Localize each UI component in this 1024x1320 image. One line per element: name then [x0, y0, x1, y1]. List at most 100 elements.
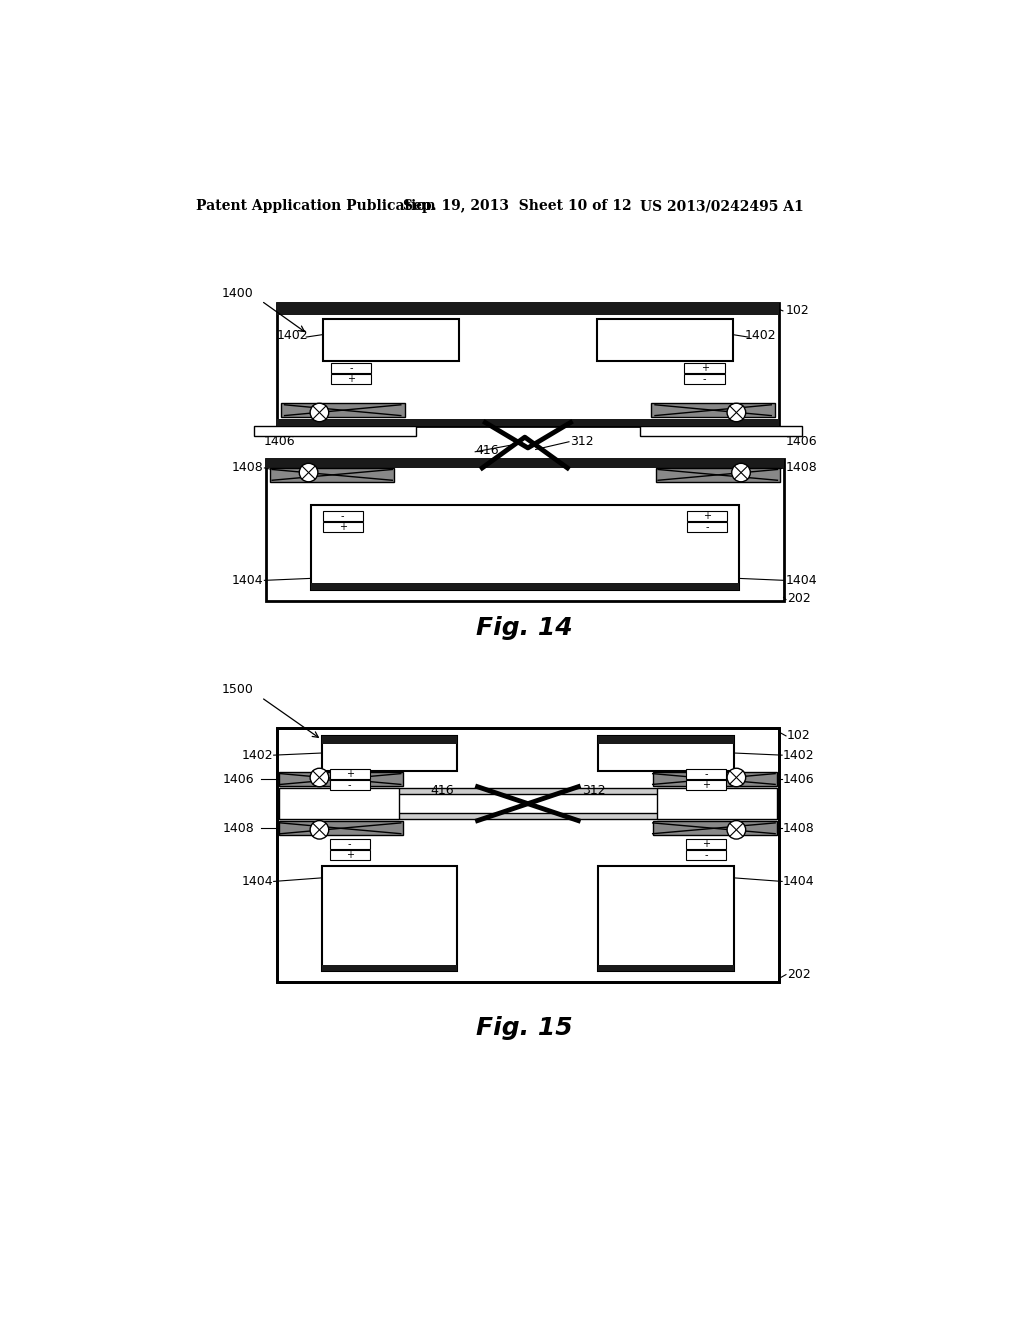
Text: 1500: 1500 — [221, 684, 254, 696]
Bar — [687, 521, 727, 532]
Text: 202: 202 — [786, 593, 811, 606]
Bar — [276, 729, 779, 982]
Text: 1408: 1408 — [785, 462, 817, 474]
Text: +: + — [347, 374, 355, 384]
Text: -: - — [348, 840, 351, 849]
Text: -: - — [349, 363, 353, 374]
Bar — [276, 304, 779, 426]
Text: 1406: 1406 — [785, 436, 817, 449]
Bar — [597, 318, 732, 360]
Bar — [598, 737, 734, 771]
Text: -: - — [702, 374, 707, 384]
Bar — [280, 813, 776, 818]
Circle shape — [299, 463, 317, 482]
Text: +: + — [702, 840, 711, 849]
Text: -: - — [341, 511, 344, 521]
Text: Patent Application Publication: Patent Application Publication — [197, 199, 436, 213]
Bar — [686, 840, 726, 849]
Bar — [330, 780, 370, 789]
Bar — [254, 426, 417, 436]
Bar — [686, 780, 726, 789]
Text: 1402: 1402 — [744, 329, 776, 342]
Circle shape — [727, 821, 745, 840]
Text: Fig. 15: Fig. 15 — [476, 1016, 573, 1040]
Bar — [311, 583, 738, 590]
Bar — [330, 840, 370, 849]
Text: 1406: 1406 — [783, 772, 814, 785]
Text: 1408: 1408 — [222, 822, 254, 834]
Bar — [322, 737, 458, 743]
Bar — [684, 363, 725, 374]
Text: Sep. 19, 2013  Sheet 10 of 12: Sep. 19, 2013 Sheet 10 of 12 — [403, 199, 632, 213]
Bar — [598, 737, 734, 743]
Text: 1404: 1404 — [242, 875, 273, 888]
Bar — [280, 772, 403, 785]
Bar — [323, 511, 362, 521]
Bar — [280, 788, 399, 818]
Text: 1404: 1404 — [783, 875, 814, 888]
Text: 1406: 1406 — [222, 772, 254, 785]
Bar — [281, 404, 404, 417]
Bar — [324, 318, 459, 360]
Bar — [322, 737, 458, 771]
Bar — [280, 788, 776, 795]
Text: +: + — [339, 521, 347, 532]
Bar — [598, 866, 734, 970]
Bar — [270, 469, 394, 482]
Text: 1402: 1402 — [242, 748, 273, 762]
Text: 1404: 1404 — [232, 574, 263, 587]
Text: +: + — [702, 511, 711, 521]
Bar — [598, 965, 734, 970]
Bar — [656, 788, 776, 818]
Bar — [684, 374, 725, 384]
Bar — [652, 772, 776, 785]
Text: Fig. 14: Fig. 14 — [476, 616, 573, 640]
Text: 1404: 1404 — [785, 574, 817, 587]
Text: +: + — [346, 770, 353, 779]
Text: 1408: 1408 — [231, 462, 263, 474]
Bar — [266, 459, 783, 601]
Text: 1408: 1408 — [783, 822, 815, 834]
Circle shape — [310, 821, 329, 840]
Bar — [331, 374, 372, 384]
Text: 102: 102 — [785, 305, 809, 317]
Bar — [640, 426, 802, 436]
Bar — [322, 866, 458, 970]
Bar — [276, 418, 779, 426]
Bar — [331, 363, 372, 374]
Text: 1400: 1400 — [222, 286, 254, 300]
Circle shape — [310, 768, 329, 787]
Bar — [330, 770, 370, 779]
Text: 1402: 1402 — [783, 748, 814, 762]
Bar — [686, 850, 726, 859]
Bar — [276, 304, 779, 314]
Circle shape — [732, 463, 751, 482]
Text: 312: 312 — [569, 436, 593, 449]
Text: -: - — [706, 521, 709, 532]
Text: 312: 312 — [583, 784, 606, 797]
Text: +: + — [702, 780, 711, 789]
Bar — [687, 511, 727, 521]
Bar — [280, 821, 403, 836]
Bar — [311, 506, 738, 590]
Bar — [323, 521, 362, 532]
Bar — [276, 729, 779, 982]
Bar — [330, 850, 370, 859]
Bar — [651, 404, 775, 417]
Circle shape — [310, 404, 329, 422]
Bar — [686, 770, 726, 779]
Text: -: - — [348, 780, 351, 789]
Circle shape — [727, 404, 745, 422]
Circle shape — [727, 768, 745, 787]
Text: +: + — [700, 363, 709, 374]
Text: 202: 202 — [786, 968, 811, 981]
Bar — [266, 459, 783, 469]
Text: 416: 416 — [431, 784, 455, 797]
Bar — [652, 821, 776, 836]
Text: US 2013/0242495 A1: US 2013/0242495 A1 — [640, 199, 803, 213]
Text: -: - — [705, 850, 708, 859]
Text: 102: 102 — [786, 730, 811, 742]
Text: +: + — [346, 850, 353, 859]
Text: 1402: 1402 — [276, 329, 308, 342]
Text: 1406: 1406 — [263, 436, 295, 449]
